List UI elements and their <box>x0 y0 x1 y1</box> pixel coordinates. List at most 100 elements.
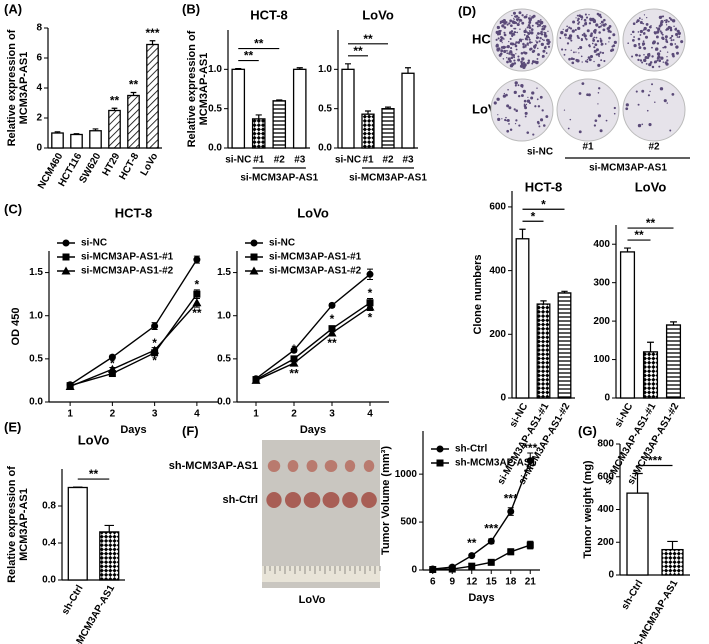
colony <box>521 86 524 88</box>
colony <box>600 20 604 24</box>
colony <box>561 48 564 51</box>
bar <box>642 351 659 399</box>
x-tick-label: #1 <box>362 155 374 166</box>
tumor <box>324 460 338 472</box>
colony <box>531 62 534 65</box>
colony <box>669 129 672 132</box>
colony <box>563 53 566 56</box>
colony <box>511 34 513 36</box>
colony <box>671 19 676 23</box>
colony <box>537 47 539 50</box>
colony <box>560 30 564 35</box>
significance: *** <box>484 521 498 535</box>
colony <box>536 25 539 28</box>
colony <box>566 25 568 28</box>
colony <box>503 38 505 40</box>
colony <box>675 32 679 37</box>
colony <box>666 59 669 62</box>
colony <box>517 55 520 58</box>
colony <box>539 37 542 40</box>
colony <box>502 58 505 60</box>
y-axis-label: Tumor weight (mg) <box>582 460 594 559</box>
colony <box>514 43 517 46</box>
colony <box>599 22 601 25</box>
x-tick-label: 6 <box>430 577 436 588</box>
x-tick-label: 1 <box>67 409 73 420</box>
colony <box>586 58 589 61</box>
significance: ** <box>192 306 202 320</box>
y-axis-label: Relative expression of <box>186 30 198 147</box>
colony <box>509 128 513 132</box>
colony <box>666 41 669 44</box>
bar <box>251 118 266 149</box>
colony <box>536 32 540 35</box>
colony <box>543 39 545 42</box>
bar <box>292 68 307 149</box>
colony <box>601 51 605 55</box>
bar <box>619 251 636 399</box>
error-bar <box>405 67 411 74</box>
colony <box>535 41 539 44</box>
y-tick-label: 0.0 <box>318 143 332 154</box>
bar <box>557 292 572 399</box>
colony <box>604 43 607 45</box>
colony <box>511 62 515 66</box>
colony <box>675 27 677 30</box>
bar <box>626 492 649 576</box>
colony <box>541 25 544 28</box>
error-bar <box>519 228 526 239</box>
y-tick-label: 0.8 <box>42 501 56 512</box>
colony <box>669 36 672 39</box>
colony <box>592 37 594 40</box>
colony <box>595 48 599 52</box>
colony <box>514 27 517 30</box>
significance: ** <box>129 78 139 92</box>
colony <box>536 34 538 36</box>
y-tick-label: 1.0 <box>29 310 43 321</box>
colony <box>506 60 509 64</box>
colony <box>642 40 645 43</box>
bar <box>536 303 551 399</box>
colony <box>671 92 675 96</box>
colony <box>600 40 603 43</box>
colony <box>503 92 506 95</box>
colony <box>647 29 651 32</box>
colony <box>580 18 583 21</box>
significance: ** <box>646 216 656 230</box>
colony <box>517 58 521 62</box>
x-axis-label: Days <box>468 592 494 604</box>
colony <box>642 29 645 31</box>
y-tick-label: 1000 <box>395 469 418 480</box>
colony <box>577 22 580 25</box>
colony <box>493 101 497 105</box>
colony <box>513 18 515 21</box>
colony <box>641 123 644 126</box>
colony <box>544 34 548 38</box>
panel-label: (D) <box>458 3 476 18</box>
colony <box>513 56 516 59</box>
colony <box>577 47 580 50</box>
colony <box>633 43 637 48</box>
bar <box>51 132 64 149</box>
group-label: si-MCM3AP-AS1 <box>240 173 318 184</box>
legend-marker <box>62 239 70 247</box>
colony <box>572 20 576 24</box>
x-tick-label: 21 <box>525 577 537 588</box>
colony <box>601 24 603 26</box>
colony <box>522 45 526 49</box>
colony <box>513 59 516 62</box>
colony <box>531 24 534 27</box>
colony <box>542 49 546 53</box>
colony <box>512 11 516 15</box>
marker <box>487 558 495 566</box>
colony <box>535 40 537 42</box>
colony <box>664 35 668 39</box>
colony <box>562 28 564 31</box>
y-axis-label: OD 450 <box>10 308 22 346</box>
colony <box>576 14 579 17</box>
significance: ** <box>110 93 120 107</box>
colony <box>535 60 539 65</box>
significance: * <box>110 357 115 371</box>
colony <box>563 33 567 37</box>
marker <box>448 565 456 573</box>
